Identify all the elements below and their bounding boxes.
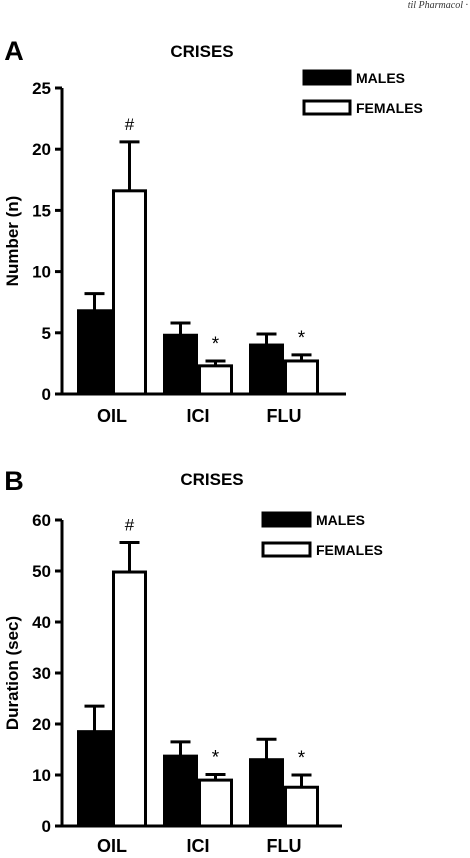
panel-a-bar-females-flu bbox=[284, 359, 319, 396]
panel-a-bar-males-ici bbox=[163, 333, 198, 396]
panel-b-y-tick-label: 40 bbox=[32, 613, 51, 632]
panel-b-x-tick-label: FLU bbox=[267, 836, 302, 856]
panel-a-y-tick-label: 15 bbox=[32, 201, 51, 220]
panel-a-y-tick-label: 10 bbox=[32, 263, 51, 282]
panel-b-bar-females-oil bbox=[112, 570, 147, 828]
panel-b-legend-swatch-females bbox=[261, 541, 312, 558]
panel-b-significance-mark: * bbox=[298, 748, 306, 769]
panel-a-y-tick-label: 0 bbox=[42, 385, 51, 404]
panel-a-y-tick-label: 25 bbox=[32, 79, 51, 98]
panel-a-significance-mark: * bbox=[212, 334, 220, 355]
panel-a-legend-label-males: MALES bbox=[356, 70, 405, 86]
panel-a-legend-swatch-females bbox=[302, 99, 352, 116]
panel-b-label: B bbox=[4, 466, 24, 496]
panel-b-significance-mark: # bbox=[125, 515, 135, 534]
panel-a-label: A bbox=[4, 36, 24, 66]
panel-b-y-tick-label: 50 bbox=[32, 562, 51, 581]
panel-b-bar-males-flu bbox=[249, 758, 284, 828]
panel-a-x-tick-label: ICI bbox=[186, 406, 209, 426]
panel-b-bar-males-ici bbox=[163, 754, 198, 828]
panel-b-title: CRISES bbox=[180, 470, 243, 489]
panel-b-bar-males-oil bbox=[77, 730, 112, 828]
panel-a-legend-label-females: FEMALES bbox=[356, 100, 423, 116]
panel-a-bar-males-oil bbox=[77, 309, 112, 396]
panel-b-y-tick-label: 60 bbox=[32, 511, 51, 530]
panel-b-y-tick-label: 10 bbox=[32, 766, 51, 785]
panel-b-y-tick-label: 20 bbox=[32, 715, 51, 734]
panel-b-bar-females-flu bbox=[284, 785, 319, 828]
page-header-text: til Pharmacol · bbox=[407, 0, 468, 11]
panel-b-significance-mark: * bbox=[212, 747, 220, 768]
panel-a-y-axis-label: Number (n) bbox=[3, 196, 22, 287]
panel-b-x-tick-label: OIL bbox=[97, 836, 127, 856]
panel-b-bar-females-ici bbox=[198, 778, 233, 828]
panel-b-legend-label-females: FEMALES bbox=[316, 542, 383, 558]
panel-b-x-tick-label: ICI bbox=[186, 836, 209, 856]
panel-a-title: CRISES bbox=[170, 42, 233, 61]
panel-a-bar-females-oil bbox=[112, 189, 147, 396]
panel-b-legend-swatch-males bbox=[261, 511, 312, 528]
panel-a-bar-females-ici bbox=[198, 364, 233, 396]
panel-a-x-tick-label: OIL bbox=[97, 406, 127, 426]
panel-a-y-tick-label: 5 bbox=[42, 324, 51, 343]
panel-b-y-tick-label: 30 bbox=[32, 664, 51, 683]
panel-b-legend-label-males: MALES bbox=[316, 512, 365, 528]
panel-a-significance-mark: # bbox=[125, 115, 135, 134]
panel-b-y-axis-label: Duration (sec) bbox=[3, 616, 22, 730]
panel-a-x-tick-label: FLU bbox=[267, 406, 302, 426]
panel-a-significance-mark: * bbox=[298, 328, 306, 349]
panel-a-y-tick-label: 20 bbox=[32, 140, 51, 159]
panel-b-y-tick-label: 0 bbox=[42, 817, 51, 836]
panel-a-legend-swatch-males bbox=[302, 69, 352, 86]
panel-a-bar-males-flu bbox=[249, 343, 284, 396]
